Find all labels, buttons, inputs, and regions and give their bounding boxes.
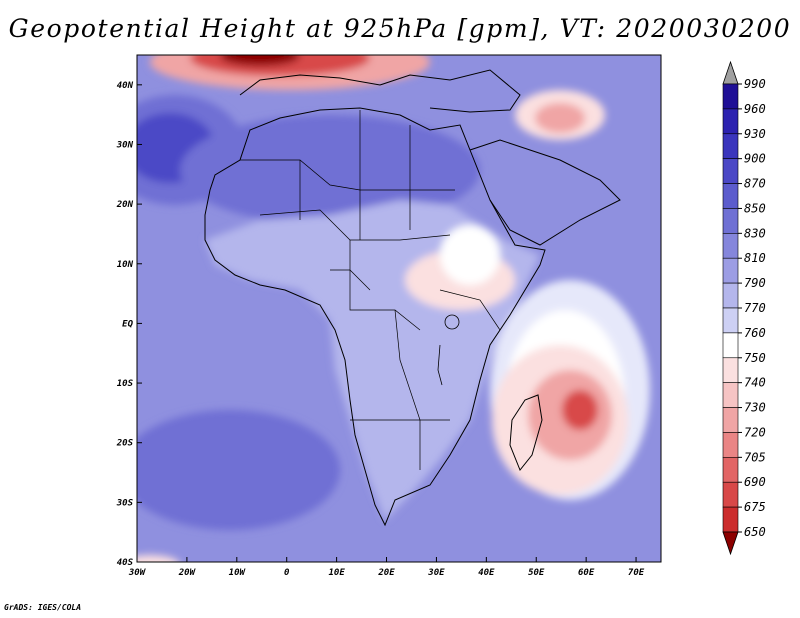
lon-tick-label: 50E [528, 568, 545, 578]
africa-coastline [204, 107, 546, 527]
lon-tick-label: 30W [128, 568, 147, 578]
colorbar-label: 830 [744, 226, 766, 240]
arabia-coastline [469, 139, 621, 246]
colorbar-swatch [722, 481, 739, 508]
ethiopia-low [440, 225, 500, 285]
lake-victoria [444, 314, 460, 330]
colorbar-swatch [722, 332, 739, 359]
lon-tick-label: 10E [328, 568, 345, 578]
lat-tick-label: 40N [117, 81, 134, 91]
coastlines [204, 69, 621, 527]
lat-tick-label: EQ [122, 319, 133, 329]
geopotential-field [137, 55, 661, 562]
lon-tick-label: 70E [628, 568, 645, 578]
colorbar-label: 790 [744, 276, 766, 290]
colorbar: 990 960 930 900 870 850 830 810 790 770 760 750 740 7… [722, 60, 766, 556]
colorbar-swatch [722, 257, 739, 284]
colorbar-swatch [722, 457, 739, 483]
colorbar-label: 690 [744, 475, 766, 489]
colorbar-label: 760 [744, 326, 766, 340]
sahara-blue-region [180, 115, 480, 225]
colorbar-label: 675 [744, 500, 766, 514]
lake-tanganyika [437, 344, 443, 386]
map-title: Geopotential Height at 925hPa [gpm], VT:… [8, 14, 792, 43]
lon-tick-label: 10W [229, 568, 247, 578]
colorbar-arrow-bottom [722, 531, 739, 556]
lat-tick-label: 10N [117, 260, 134, 270]
colorbar-swatch [722, 407, 739, 433]
colorbar-swatch [722, 183, 739, 209]
colorbar-swatch [722, 233, 739, 259]
colorbar-label: 900 [744, 152, 766, 166]
colorbar-swatch [722, 506, 739, 533]
colorbar-swatch [722, 307, 739, 334]
colorbar-swatch [722, 158, 739, 184]
europe-low-core [220, 55, 300, 66]
lat-tick-label: 20N [116, 200, 134, 210]
europe-coastline [239, 69, 521, 113]
south-atlantic-region [137, 410, 340, 530]
southwest-low [137, 555, 179, 562]
lat-tick-label: 10S [117, 379, 134, 389]
lon-tick-label: 20W [178, 568, 197, 578]
lon-tick-label: 60E [578, 568, 595, 578]
colorbar-swatch [722, 382, 739, 408]
colorbar-swatch [722, 133, 739, 159]
colorbar-label: 730 [744, 401, 766, 415]
colorbar-label: 705 [744, 450, 766, 464]
lat-tick-label: 40S [117, 558, 134, 568]
middle-east-red [535, 103, 585, 133]
colorbar-label: 650 [744, 525, 766, 539]
lat-tick-label: 30S [116, 498, 134, 508]
colorbar-label: 770 [744, 301, 766, 315]
colorbar-label: 990 [744, 77, 766, 91]
madagascar-coastline [509, 394, 543, 471]
colorbar-label: 870 [744, 177, 766, 191]
colorbar-arrow-top [722, 60, 739, 85]
colorbar-label: 930 [744, 127, 766, 141]
colorbar-label: 740 [744, 376, 766, 390]
colorbar-swatch [722, 108, 739, 135]
lat-tick-label: 30N [116, 140, 134, 150]
country-borders [240, 110, 501, 470]
colorbar-label: 720 [744, 425, 766, 439]
colorbar-swatch [722, 432, 739, 458]
colorbar-label: 960 [744, 102, 766, 116]
map-frame [136, 54, 662, 563]
colorbar-label: 750 [744, 351, 766, 365]
lon-tick-label: 20E [377, 568, 395, 578]
colorbar-swatch [722, 357, 739, 383]
lon-tick-label: 40E [478, 568, 495, 578]
colorbar-swatch [722, 208, 739, 234]
colorbar-label: 850 [744, 201, 766, 215]
footer-credit: GrADS: IGES/COLA [4, 603, 82, 612]
lon-tick-label: 0 [284, 568, 290, 578]
colorbar-label: 810 [744, 251, 766, 265]
colorbar-swatch [722, 282, 739, 309]
madagascar-low-core [562, 390, 598, 430]
lon-tick-label: 30E [427, 568, 445, 578]
colorbar-swatch [722, 83, 739, 110]
lat-tick-label: 20S [116, 439, 134, 449]
axes: 30W 20W 10W 0 10E 20E 30E 40E 50E 60E 70E 40N 30N 20N… [116, 81, 645, 578]
